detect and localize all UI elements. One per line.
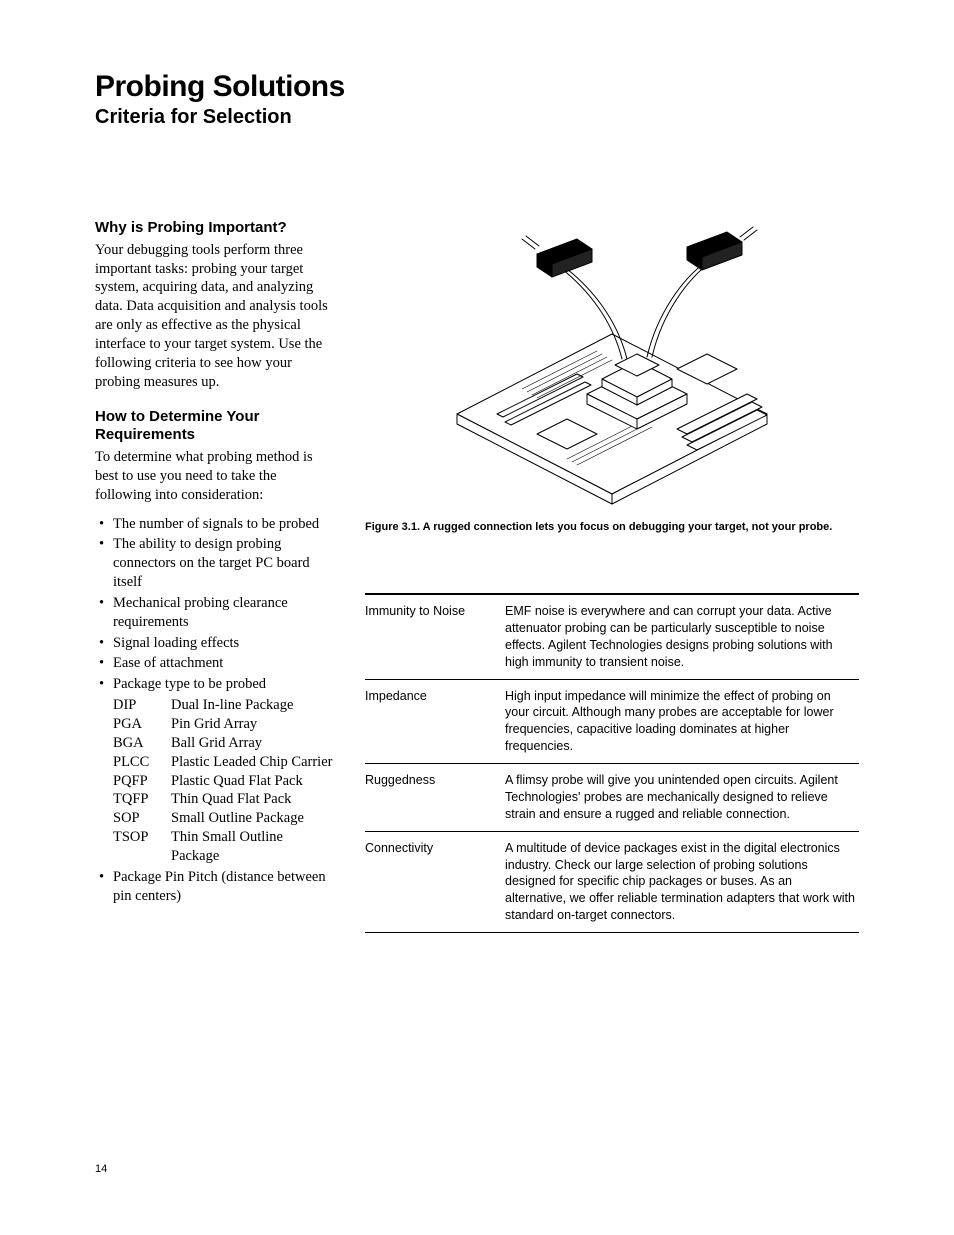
list-item: The number of signals to be probed — [95, 515, 333, 534]
list-item-text: Package type to be probed — [113, 676, 266, 692]
package-abbrev: DIP — [113, 696, 171, 715]
table-row: TSOPThin Small Outline Package — [113, 828, 333, 866]
considerations-list: The number of signals to be probed The a… — [95, 515, 333, 906]
table-row: Immunity to Noise EMF noise is everywher… — [365, 594, 859, 679]
document-page: Probing Solutions Criteria for Selection… — [0, 0, 954, 973]
figure-illustration — [427, 219, 797, 509]
package-abbrev: PQFP — [113, 772, 171, 791]
motherboard-illustration-icon — [427, 219, 797, 509]
section-heading: Why is Probing Important? — [95, 219, 333, 238]
criteria-text: High input impedance will minimize the e… — [505, 679, 859, 764]
figure-caption: Figure 3.1. A rugged connection lets you… — [365, 521, 859, 533]
criteria-text: EMF noise is everywhere and can corrupt … — [505, 594, 859, 679]
list-item: Ease of attachment — [95, 654, 333, 673]
package-full: Thin Quad Flat Pack — [171, 790, 333, 809]
package-type-table: DIPDual In-line Package PGAPin Grid Arra… — [113, 696, 333, 866]
criteria-text: A flimsy probe will give you unintended … — [505, 764, 859, 832]
list-item: Package type to be probed DIPDual In-lin… — [95, 675, 333, 865]
table-row: TQFPThin Quad Flat Pack — [113, 790, 333, 809]
package-abbrev: BGA — [113, 734, 171, 753]
list-item: The ability to design probing connectors… — [95, 535, 333, 592]
package-full: Plastic Leaded Chip Carrier — [171, 753, 333, 772]
list-item-text: The ability to design probing connectors… — [113, 536, 310, 590]
page-number: 14 — [95, 1163, 107, 1175]
criteria-label: Impedance — [365, 679, 505, 764]
left-column: Why is Probing Important? Your debugging… — [95, 219, 333, 933]
list-item-text: Mechanical probing clearance requirement… — [113, 595, 288, 630]
list-item: Package Pin Pitch (distance between pin … — [95, 868, 333, 906]
list-item-text: Signal loading effects — [113, 635, 239, 651]
table-row: PLCCPlastic Leaded Chip Carrier — [113, 753, 333, 772]
package-full: Plastic Quad Flat Pack — [171, 772, 333, 791]
criteria-label: Immunity to Noise — [365, 594, 505, 679]
table-row: Impedance High input impedance will mini… — [365, 679, 859, 764]
table-row: Ruggedness A flimsy probe will give you … — [365, 764, 859, 832]
list-item: Signal loading effects — [95, 634, 333, 653]
criteria-label: Ruggedness — [365, 764, 505, 832]
right-column: Figure 3.1. A rugged connection lets you… — [365, 219, 859, 933]
table-row: DIPDual In-line Package — [113, 696, 333, 715]
package-full: Ball Grid Array — [171, 734, 333, 753]
table-row: BGABall Grid Array — [113, 734, 333, 753]
section-body: To determine what probing method is best… — [95, 448, 333, 505]
package-abbrev: PLCC — [113, 753, 171, 772]
list-item: Mechanical probing clearance requirement… — [95, 594, 333, 632]
page-title: Probing Solutions — [95, 70, 859, 104]
table-row: PQFPPlastic Quad Flat Pack — [113, 772, 333, 791]
two-column-layout: Why is Probing Important? Your debugging… — [95, 219, 859, 933]
package-full: Pin Grid Array — [171, 715, 333, 734]
package-abbrev: TSOP — [113, 828, 171, 866]
criteria-label: Connectivity — [365, 831, 505, 932]
table-row: PGAPin Grid Array — [113, 715, 333, 734]
table-row: SOPSmall Outline Package — [113, 809, 333, 828]
section-body: Your debugging tools perform three impor… — [95, 241, 333, 392]
list-item-text: Ease of attachment — [113, 655, 223, 671]
criteria-table: Immunity to Noise EMF noise is everywher… — [365, 593, 859, 933]
table-row: Connectivity A multitude of device packa… — [365, 831, 859, 932]
package-full: Dual In-line Package — [171, 696, 333, 715]
package-full: Small Outline Package — [171, 809, 333, 828]
package-abbrev: TQFP — [113, 790, 171, 809]
package-full: Thin Small Outline Package — [171, 828, 333, 866]
page-subtitle: Criteria for Selection — [95, 106, 859, 129]
criteria-text: A multitude of device packages exist in … — [505, 831, 859, 932]
package-abbrev: PGA — [113, 715, 171, 734]
list-item-text: The number of signals to be probed — [113, 516, 319, 532]
package-abbrev: SOP — [113, 809, 171, 828]
section-heading: How to Determine Your Requirements — [95, 408, 333, 446]
list-item-text: Package Pin Pitch (distance between pin … — [113, 869, 326, 904]
